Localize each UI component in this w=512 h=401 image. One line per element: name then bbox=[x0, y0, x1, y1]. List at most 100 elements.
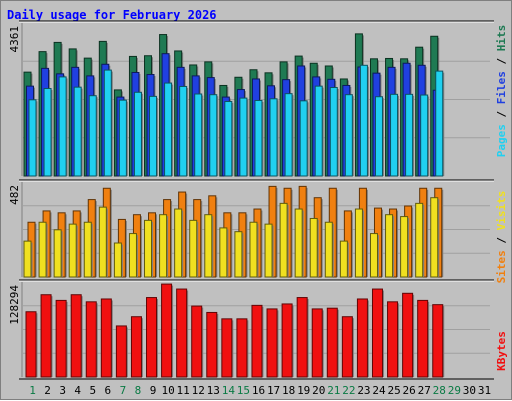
x-tick-label-day-19: 19 bbox=[297, 384, 310, 397]
bar-visits-day-9 bbox=[144, 219, 153, 278]
bar-visits-day-25 bbox=[385, 214, 394, 278]
bar-visits-day-23 bbox=[354, 208, 363, 278]
bar-kbytes-day-24 bbox=[371, 288, 383, 378]
legend-sites-visits-part: Visits bbox=[495, 191, 508, 231]
bar-pages-day-26 bbox=[405, 93, 414, 177]
bar-kbytes-day-15 bbox=[236, 318, 248, 378]
x-tick-label-day-12: 12 bbox=[192, 384, 205, 397]
x-tick-label-day-25: 25 bbox=[387, 384, 400, 397]
legend-kbytes-part: KBytes bbox=[495, 331, 508, 371]
legend-sites-visits-part: Sites bbox=[495, 250, 508, 283]
bar-pages-day-22 bbox=[344, 94, 353, 177]
bar-visits-day-20 bbox=[309, 217, 318, 278]
x-tick-label-day-18: 18 bbox=[282, 384, 295, 397]
bar-pages-day-14 bbox=[224, 101, 233, 177]
bar-visits-day-10 bbox=[159, 214, 168, 278]
bar-pages-day-2 bbox=[43, 88, 52, 177]
bar-visits-day-5 bbox=[83, 221, 92, 278]
x-tick-label-day-20: 20 bbox=[312, 384, 325, 397]
x-tick-label-day-31: 31 bbox=[478, 384, 491, 397]
y-max-label-panel-3: 128294 bbox=[8, 285, 21, 325]
bar-kbytes-day-18 bbox=[281, 303, 293, 378]
bar-kbytes-day-10 bbox=[161, 283, 173, 378]
x-tick-label-day-21: 21 bbox=[327, 384, 340, 397]
bar-kbytes-day-28 bbox=[432, 304, 444, 378]
bar-kbytes-day-14 bbox=[221, 318, 233, 378]
legend-kbytes: KBytes bbox=[495, 331, 508, 371]
bar-kbytes-day-12 bbox=[191, 305, 203, 378]
bar-pages-day-3 bbox=[58, 76, 67, 177]
bar-pages-day-7 bbox=[118, 99, 127, 177]
bar-kbytes-day-1 bbox=[25, 311, 37, 378]
bar-pages-day-17 bbox=[269, 98, 278, 177]
bar-pages-day-19 bbox=[299, 100, 308, 177]
bar-kbytes-day-5 bbox=[85, 301, 97, 378]
x-tick-label-day-17: 17 bbox=[267, 384, 280, 397]
legend-pages-files-hits-part: Pages bbox=[495, 124, 508, 157]
bar-visits-day-1 bbox=[23, 240, 32, 278]
bar-kbytes-day-7 bbox=[115, 325, 127, 378]
x-tick-label-day-22: 22 bbox=[342, 384, 355, 397]
bar-kbytes-day-19 bbox=[296, 297, 308, 378]
bar-pages-day-12 bbox=[194, 93, 203, 177]
bar-kbytes-day-26 bbox=[402, 292, 414, 378]
x-tick-label-day-29: 29 bbox=[448, 384, 461, 397]
bar-pages-day-4 bbox=[73, 86, 82, 177]
bar-visits-day-17 bbox=[264, 223, 273, 278]
bar-pages-day-13 bbox=[209, 94, 218, 177]
bar-visits-day-16 bbox=[249, 221, 258, 278]
bar-visits-day-4 bbox=[68, 223, 77, 278]
x-tick-label-day-24: 24 bbox=[372, 384, 386, 397]
x-tick-label-day-30: 30 bbox=[463, 384, 476, 397]
x-tick-label-day-3: 3 bbox=[59, 384, 66, 397]
x-tick-label-day-8: 8 bbox=[135, 384, 142, 397]
legend-pages-files-hits-part: Hits bbox=[495, 25, 508, 52]
bar-pages-day-11 bbox=[179, 85, 188, 177]
x-tick-label-day-15: 15 bbox=[237, 384, 250, 397]
legend-sites-visits-part: / bbox=[495, 230, 508, 250]
x-tick-label-day-10: 10 bbox=[161, 384, 174, 397]
bar-kbytes-day-20 bbox=[311, 308, 323, 378]
bar-visits-day-6 bbox=[98, 206, 107, 278]
bar-pages-day-10 bbox=[164, 82, 173, 177]
bar-visits-day-2 bbox=[38, 221, 47, 278]
bar-pages-day-6 bbox=[103, 69, 112, 177]
y-max-label-panel-1: 4361 bbox=[8, 26, 21, 53]
bar-pages-day-21 bbox=[329, 87, 338, 177]
legend-pages-files-hits-part: / bbox=[495, 51, 508, 71]
bar-pages-day-16 bbox=[254, 99, 263, 177]
chart-title: Daily usage for February 2026 bbox=[7, 8, 217, 22]
x-tick-label-day-26: 26 bbox=[403, 384, 416, 397]
x-tick-label-day-9: 9 bbox=[150, 384, 157, 397]
x-tick-label-day-13: 13 bbox=[207, 384, 220, 397]
bar-visits-day-12 bbox=[189, 219, 198, 278]
bar-kbytes-day-13 bbox=[206, 311, 218, 378]
bar-kbytes-day-6 bbox=[100, 298, 112, 378]
bar-kbytes-day-4 bbox=[70, 294, 82, 378]
bar-pages-day-24 bbox=[374, 96, 383, 177]
bar-kbytes-day-27 bbox=[417, 299, 429, 378]
bar-kbytes-day-3 bbox=[55, 299, 67, 378]
bar-visits-day-21 bbox=[324, 221, 333, 278]
x-tick-label-day-1: 1 bbox=[29, 384, 36, 397]
bar-visits-day-11 bbox=[174, 208, 183, 278]
bar-pages-day-28 bbox=[435, 70, 444, 177]
bar-pages-day-27 bbox=[420, 94, 429, 177]
bar-pages-day-8 bbox=[133, 91, 142, 177]
bar-kbytes-day-25 bbox=[387, 301, 399, 378]
bar-visits-day-26 bbox=[400, 216, 409, 278]
legend-sites-visits: Sites / Visits bbox=[495, 191, 508, 284]
bar-kbytes-day-11 bbox=[176, 288, 188, 378]
bar-visits-day-8 bbox=[128, 233, 137, 278]
x-tick-label-day-2: 2 bbox=[44, 384, 51, 397]
x-tick-label-day-7: 7 bbox=[120, 384, 127, 397]
x-tick-label-day-16: 16 bbox=[252, 384, 265, 397]
bar-visits-day-22 bbox=[339, 240, 348, 278]
bar-visits-day-15 bbox=[234, 231, 243, 278]
bar-kbytes-day-8 bbox=[130, 316, 142, 378]
bar-pages-day-15 bbox=[239, 97, 248, 177]
bar-kbytes-day-9 bbox=[146, 297, 158, 378]
bar-visits-day-14 bbox=[219, 227, 228, 278]
